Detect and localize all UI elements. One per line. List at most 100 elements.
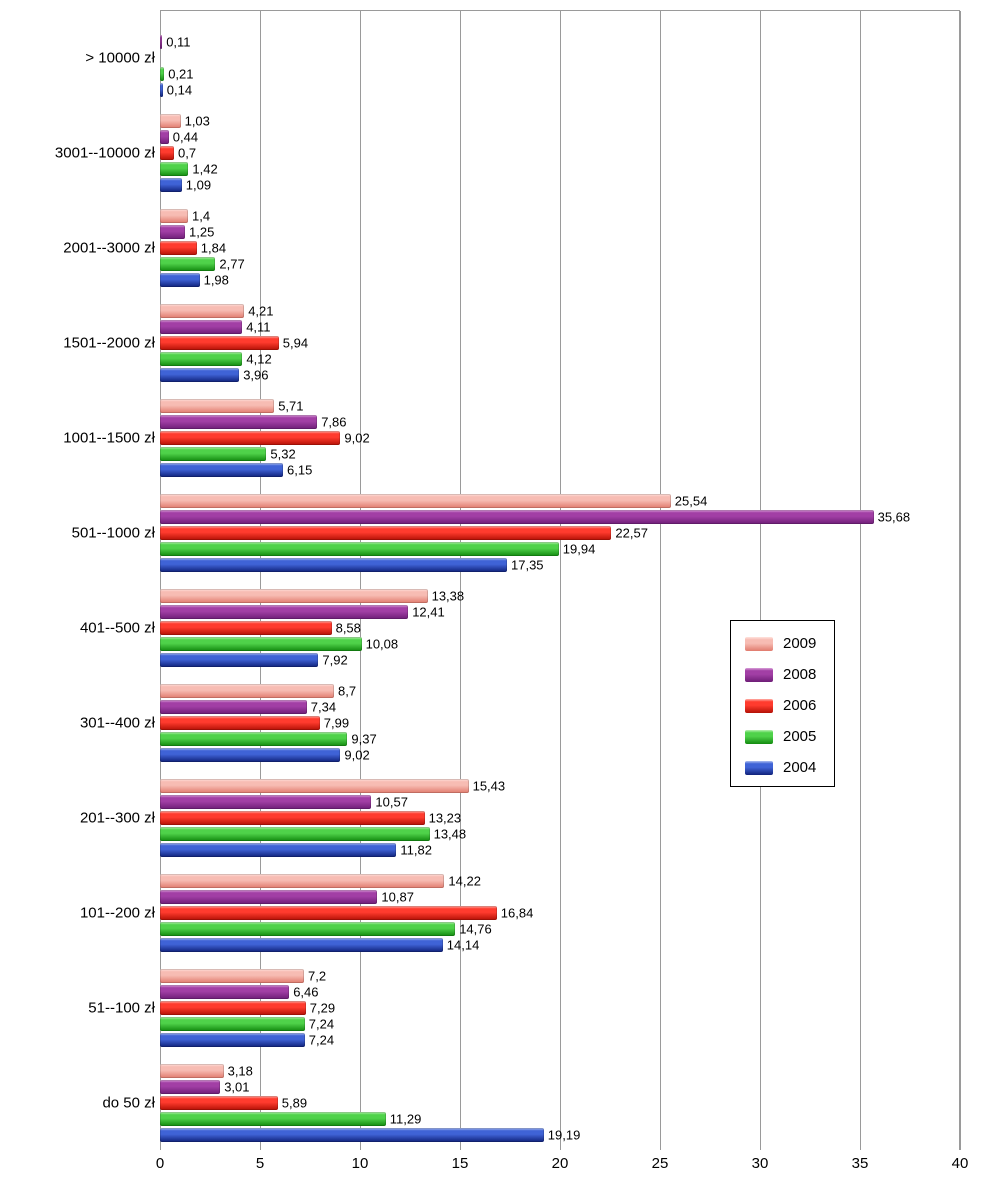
bar-2005: 0,21 (160, 67, 164, 81)
bar-value-label: 22,57 (611, 525, 648, 540)
y-axis-category-label: > 10000 zł (85, 49, 155, 66)
bar-2005: 19,94 (160, 542, 559, 556)
bar-value-label: 10,57 (371, 794, 408, 809)
bar-value-label: 35,68 (874, 509, 911, 524)
bar-2005: 14,76 (160, 922, 455, 936)
bar-2006: 5,89 (160, 1096, 278, 1110)
bar-value-label: 3,18 (224, 1063, 253, 1078)
bar-2006: 0,7 (160, 146, 174, 160)
bar-2008: 10,57 (160, 795, 371, 809)
bar-value-label: 12,41 (408, 604, 445, 619)
y-axis-category-label: 501--1000 zł (72, 524, 155, 541)
y-axis-category-label: 101--200 zł (80, 904, 155, 921)
bar-2004: 3,96 (160, 368, 239, 382)
legend-label: 2004 (783, 759, 816, 776)
bar-value-label: 11,82 (396, 842, 432, 857)
x-axis-tick-label: 35 (852, 1155, 869, 1172)
bar-value-label: 0,21 (164, 66, 193, 81)
y-axis-category-label: 1001--1500 zł (63, 429, 155, 446)
gridline (660, 11, 661, 1150)
legend-swatch (745, 637, 773, 651)
bar-2006: 7,99 (160, 716, 320, 730)
bar-2004: 6,15 (160, 463, 283, 477)
bar-value-label: 8,58 (332, 620, 361, 635)
bar-value-label: 1,98 (200, 272, 229, 287)
bar-2004: 19,19 (160, 1128, 544, 1142)
bar-value-label: 1,4 (188, 208, 210, 223)
bar-2008: 12,41 (160, 605, 408, 619)
bar-value-label: 17,35 (507, 557, 544, 572)
bar-value-label: 10,87 (377, 889, 414, 904)
bar-2004: 9,02 (160, 748, 340, 762)
bar-value-label: 1,42 (188, 161, 217, 176)
legend-label: 2006 (783, 697, 816, 714)
bar-2006: 5,94 (160, 336, 279, 350)
bar-2006: 13,23 (160, 811, 425, 825)
bar-2006: 22,57 (160, 526, 611, 540)
bar-2005: 13,48 (160, 827, 430, 841)
x-axis-tick-label: 20 (552, 1155, 569, 1172)
bar-value-label: 19,94 (559, 541, 596, 556)
y-axis-category-label: 3001--10000 zł (55, 144, 155, 161)
bar-2004: 17,35 (160, 558, 507, 572)
bar-value-label: 15,43 (469, 778, 506, 793)
bar-2009: 25,54 (160, 494, 671, 508)
bar-2005: 9,37 (160, 732, 347, 746)
bar-value-label: 0,44 (169, 129, 198, 144)
bar-value-label: 2,77 (215, 256, 244, 271)
bar-2009: 8,7 (160, 684, 334, 698)
bar-2006: 1,84 (160, 241, 197, 255)
bar-2005: 2,77 (160, 257, 215, 271)
bar-2006: 9,02 (160, 431, 340, 445)
bar-2009: 7,2 (160, 969, 304, 983)
bar-2005: 1,42 (160, 162, 188, 176)
legend-item-2006: 2006 (745, 697, 816, 714)
legend-label: 2005 (783, 728, 816, 745)
bar-value-label: 8,7 (334, 683, 356, 698)
legend-label: 2008 (783, 666, 816, 683)
bar-2008: 7,86 (160, 415, 317, 429)
bar-2009: 4,21 (160, 304, 244, 318)
bar-value-label: 25,54 (671, 493, 708, 508)
x-axis-tick-label: 40 (952, 1155, 969, 1172)
legend-item-2009: 2009 (745, 635, 816, 652)
bar-2005: 10,08 (160, 637, 362, 651)
bar-2008: 10,87 (160, 890, 377, 904)
bar-2008: 35,68 (160, 510, 874, 524)
legend-swatch (745, 730, 773, 744)
bar-value-label: 1,84 (197, 240, 226, 255)
x-axis-tick-label: 5 (256, 1155, 264, 1172)
bar-value-label: 13,23 (425, 810, 462, 825)
legend-item-2008: 2008 (745, 666, 816, 683)
bar-value-label: 19,19 (544, 1127, 581, 1142)
bar-2005: 4,12 (160, 352, 242, 366)
bar-value-label: 6,46 (289, 984, 318, 999)
gridline (860, 11, 861, 1150)
x-axis-tick-label: 10 (352, 1155, 369, 1172)
bar-2004: 11,82 (160, 843, 396, 857)
bar-value-label: 6,15 (283, 462, 312, 477)
bar-value-label: 14,76 (455, 921, 492, 936)
bar-2008: 1,25 (160, 225, 185, 239)
bar-value-label: 5,71 (274, 398, 303, 413)
legend-swatch (745, 761, 773, 775)
bar-value-label: 1,03 (181, 113, 210, 128)
legend-item-2005: 2005 (745, 728, 816, 745)
bar-2006: 8,58 (160, 621, 332, 635)
bar-2008: 4,11 (160, 320, 242, 334)
bar-value-label: 4,11 (242, 319, 270, 334)
bar-value-label: 1,09 (182, 177, 211, 192)
bar-value-label: 9,02 (340, 747, 369, 762)
bar-2009: 15,43 (160, 779, 469, 793)
bar-value-label: 5,94 (279, 335, 308, 350)
bar-value-label: 9,02 (340, 430, 369, 445)
bar-value-label: 7,2 (304, 968, 326, 983)
bar-value-label: 7,92 (318, 652, 347, 667)
y-axis-category-label: 201--300 zł (80, 809, 155, 826)
bar-2008: 3,01 (160, 1080, 220, 1094)
bar-2009: 1,03 (160, 114, 181, 128)
bar-2004: 1,98 (160, 273, 200, 287)
bar-value-label: 5,32 (266, 446, 295, 461)
gridline (460, 11, 461, 1150)
bar-2009: 14,22 (160, 874, 444, 888)
